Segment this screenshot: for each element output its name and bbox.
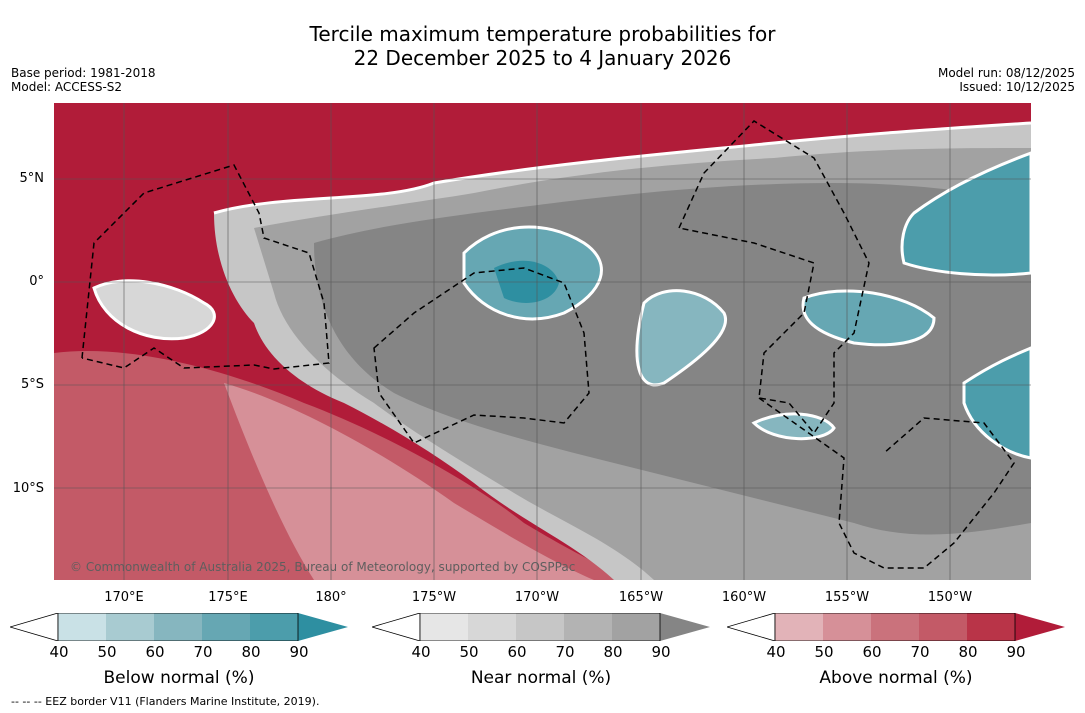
above-tick: 90 [1006,643,1026,661]
colorbar-below-swatch [154,613,202,641]
probability-map [54,103,1031,580]
lon-label-155w: 155°W [824,590,870,605]
colorbar-near-swatch [660,613,710,641]
model-name: Model: ACCESS-S2 [11,80,123,94]
colorbar-above-swatch [871,613,919,641]
near-tick: 70 [555,643,575,661]
copyright-notice: © Commonwealth of Australia 2025, Bureau… [70,560,576,574]
colorbar-above-normal [725,612,1067,645]
base-period: Base period: 1981-2018 [11,66,156,80]
near-tick: 80 [603,643,623,661]
colorbar-near-title: Near normal (%) [470,668,612,688]
colorbar-above-swatch [1015,613,1065,641]
colorbar-below-swatch [298,613,348,641]
map-title: Tercile maximum temperature probabilitie… [0,22,1085,70]
issued-date: Issued: 10/12/2025 [959,80,1075,94]
below-tick: 70 [193,643,213,661]
title-line-1: Tercile maximum temperature probabilitie… [309,22,776,46]
below-normal-patch-2 [635,289,728,387]
near-tick: 40 [411,643,431,661]
near-tick: 60 [507,643,527,661]
below-tick: 40 [49,643,69,661]
colorbar-above-title: Above normal (%) [819,668,973,688]
lon-label-160w: 160°W [721,590,767,605]
eez-legend-note: -- -- -- EEZ border V11 (Flanders Marine… [11,695,320,708]
below-tick: 80 [241,643,261,661]
lat-label-10s: 10°S [12,481,44,496]
colorbar-above-swatch [967,613,1015,641]
colorbar-below-title: Below normal (%) [103,668,255,688]
above-tick: 40 [766,643,786,661]
lon-label-165w: 165°W [618,590,664,605]
colorbar-near-normal [370,612,712,645]
below-normal-patch-4 [751,412,836,441]
colorbar-below-swatch [106,613,154,641]
meta-right: Model run: 08/12/2025 Issued: 10/12/2025 [938,66,1075,94]
below-normal-patch-3 [801,289,936,347]
colorbar-above-swatch [775,613,823,641]
map-gridlines [54,103,1031,580]
colorbar-below-normal [8,612,350,645]
map-svg [54,103,1031,580]
colorbar-above-swatch [823,613,871,641]
above-tick: 50 [814,643,834,661]
colorbar-below-swatch [202,613,250,641]
colorbar-near-swatch [564,613,612,641]
lat-label-5s: 5°S [20,377,44,392]
below-tick: 50 [97,643,117,661]
lon-label-150w: 150°W [927,590,973,605]
above-tick: 70 [910,643,930,661]
below-tick: 90 [289,643,309,661]
colorbar-above-swatch [919,613,967,641]
lon-label-175w: 175°W [411,590,457,605]
colorbar-near-swatch [516,613,564,641]
lon-label-170w: 170°W [514,590,560,605]
lat-label-0: 0° [29,274,44,289]
above-normal-50-region [224,383,594,580]
lon-label-180: 180° [315,590,347,605]
lat-label-5n: 5°N [19,171,45,186]
below-normal-patch-5 [900,151,1031,277]
lon-label-175e: 175°E [208,590,248,605]
colorbar-near-swatch [468,613,516,641]
below-tick: 60 [145,643,165,661]
above-tick: 80 [958,643,978,661]
lon-label-170e: 170°E [104,590,144,605]
near-tick: 90 [651,643,671,661]
meta-left: Base period: 1981-2018 Model: ACCESS-S2 [11,66,156,94]
colorbar-below-swatch [250,613,298,641]
colorbar-near-swatch [612,613,660,641]
eez-borders [81,120,1015,569]
above-tick: 60 [862,643,882,661]
colorbar-near-swatch [420,613,468,641]
near-tick: 50 [459,643,479,661]
title-line-2: 22 December 2025 to 4 January 2026 [353,46,732,70]
model-run: Model run: 08/12/2025 [937,66,1075,80]
colorbar-below-swatch [58,613,106,641]
below-normal-patch-6 [962,346,1031,460]
